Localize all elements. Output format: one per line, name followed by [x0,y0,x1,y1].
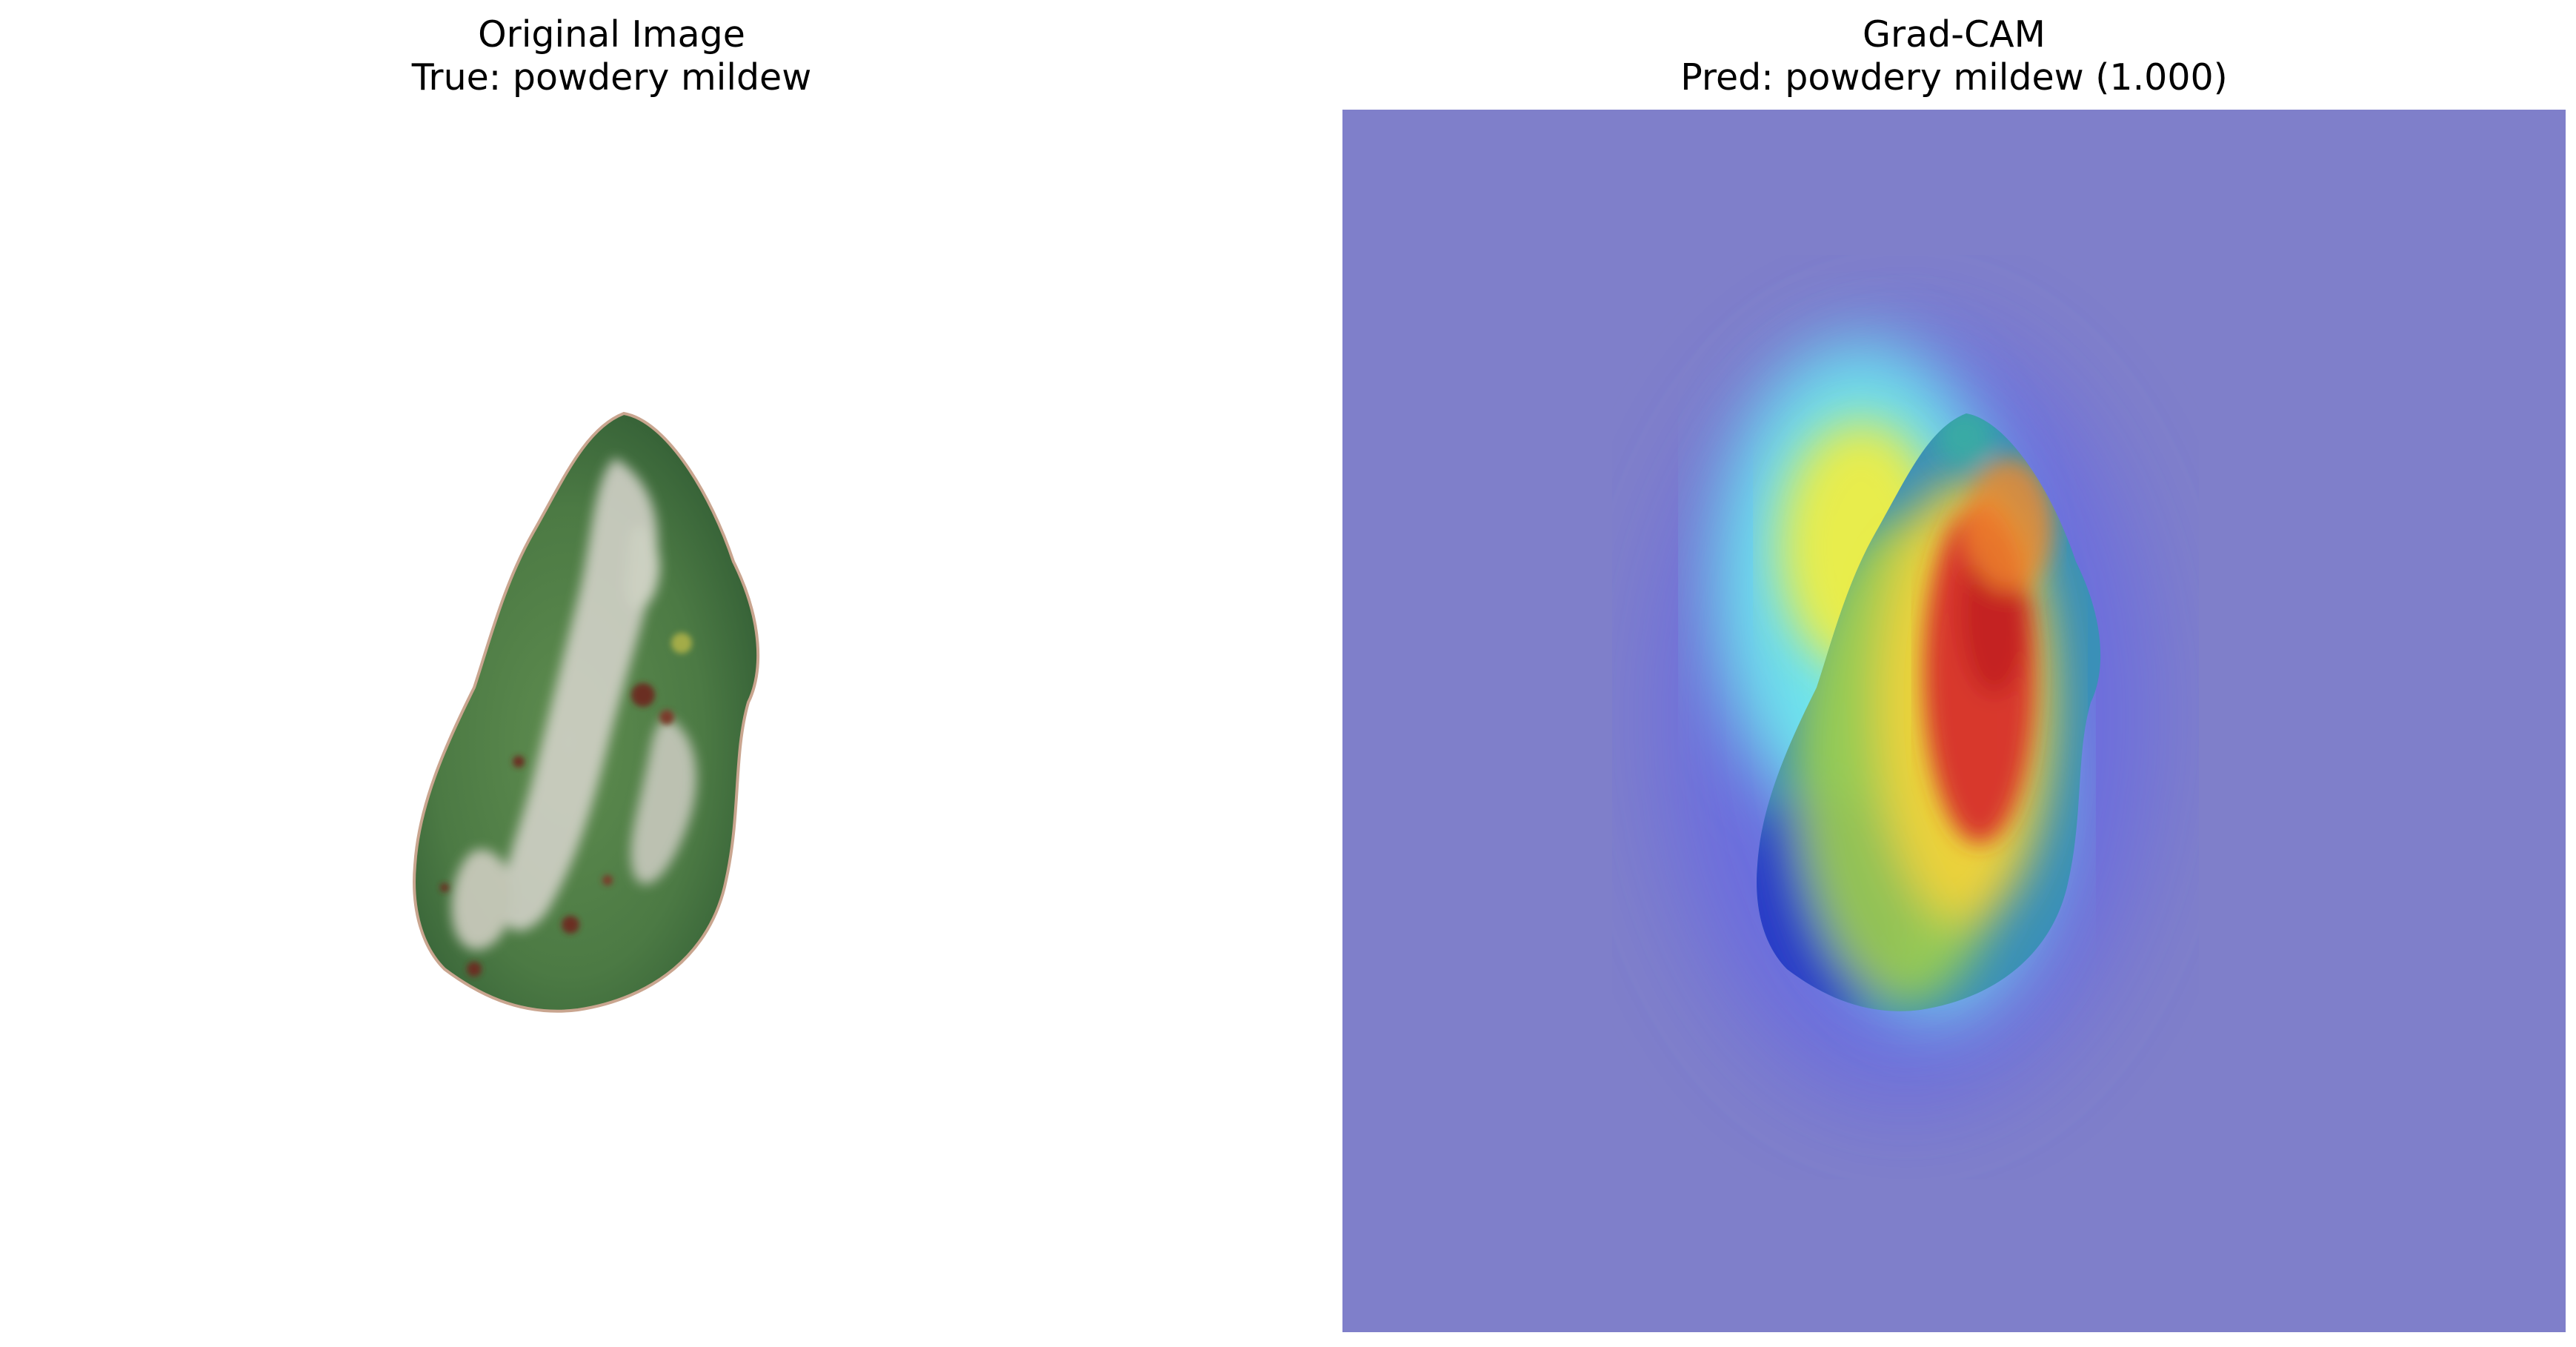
mildew-patches [451,458,696,951]
gradcam-title-line2: Pred: powdery mildew (1.000) [1680,56,2228,99]
original-image-title: Original Image True: powdery mildew [0,13,1223,99]
original-leaf-image [0,110,1223,1332]
gradcam-heatmap-image [1342,110,2566,1332]
gradcam-title-line1: Grad-CAM [1863,13,2046,56]
original-image-title-line1: Original Image [478,13,745,56]
leaf-spots [440,633,692,977]
gradcam-panel: Grad-CAM Pred: powdery mildew (1.000) [1342,0,2566,1347]
original-image-title-line2: True: powdery mildew [411,56,812,99]
original-image-panel: Original Image True: powdery mildew [0,0,1223,1347]
gradcam-title: Grad-CAM Pred: powdery mildew (1.000) [1342,13,2566,99]
heatmap-leaf-overlay [1757,413,2101,1011]
